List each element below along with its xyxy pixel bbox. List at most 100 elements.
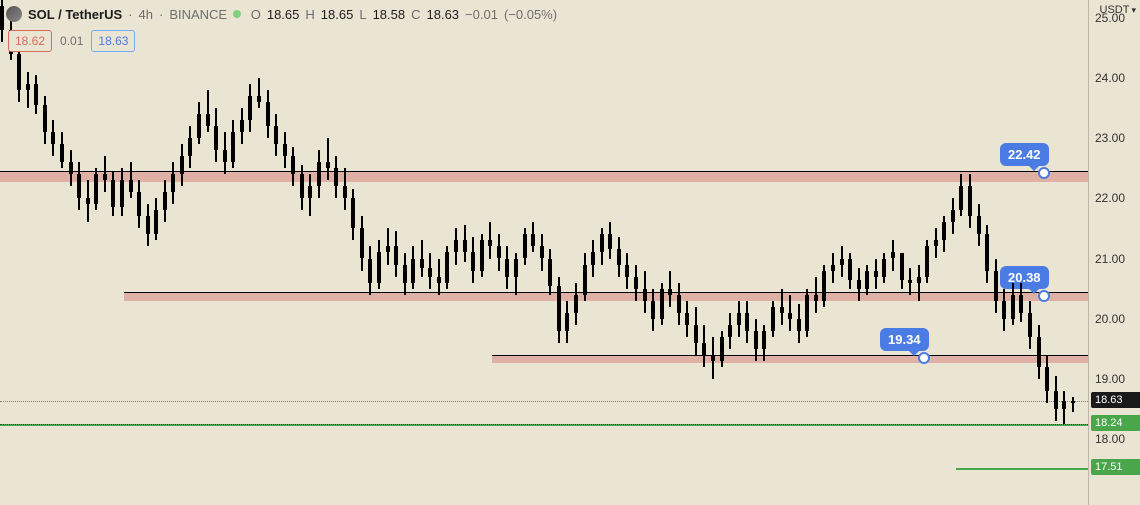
live-dot-icon <box>233 10 241 18</box>
candle <box>455 228 457 264</box>
candle <box>524 228 526 264</box>
candle <box>789 295 791 331</box>
chart-header: SOL / TetherUS · 4h · BINANCE O18.65 H18… <box>6 6 557 22</box>
candle <box>952 198 954 234</box>
candle <box>309 174 311 216</box>
candle <box>498 234 500 270</box>
candle <box>584 253 586 301</box>
candle <box>481 234 483 276</box>
ytick: 21.00 <box>1095 252 1125 266</box>
price-dotline <box>0 401 1088 402</box>
candle <box>875 259 877 289</box>
spread: 0.01 <box>60 34 83 48</box>
ytick: 24.00 <box>1095 71 1125 85</box>
candle <box>378 240 380 288</box>
candle <box>87 180 89 222</box>
candle <box>395 231 397 276</box>
candle <box>635 265 637 301</box>
candle <box>746 301 748 343</box>
candle <box>284 132 286 168</box>
price-callout[interactable]: 22.42 <box>1000 143 1049 166</box>
chart-area[interactable]: 22.42 20.38 19.34 <box>0 0 1088 505</box>
candle <box>1038 325 1040 379</box>
candle <box>446 246 448 288</box>
candle <box>515 253 517 295</box>
candle <box>969 174 971 228</box>
candle <box>472 237 474 282</box>
candle <box>301 165 303 210</box>
candle <box>532 222 534 252</box>
candle <box>960 174 962 216</box>
candle <box>224 132 226 174</box>
candle <box>198 102 200 144</box>
callout-value: 22.42 <box>1000 143 1049 166</box>
axis-price-label: 18.24 <box>1091 415 1140 431</box>
pair-icon <box>6 6 22 22</box>
candle <box>926 240 928 282</box>
candle <box>935 228 937 258</box>
candle <box>172 162 174 204</box>
pair-name[interactable]: SOL / TetherUS <box>28 7 122 22</box>
candle <box>669 271 671 307</box>
candle <box>678 283 680 325</box>
candle <box>189 126 191 168</box>
support-line[interactable] <box>956 468 1088 470</box>
candle <box>703 325 705 367</box>
candle <box>609 222 611 258</box>
zone-line <box>124 292 1088 293</box>
candle <box>44 96 46 144</box>
chevron-down-icon: ▾ <box>1131 5 1136 16</box>
interval-label[interactable]: 4h <box>139 7 153 22</box>
candle <box>335 156 337 198</box>
axis-price-label: 17.51 <box>1091 459 1140 475</box>
candle <box>772 301 774 337</box>
zone-line <box>492 355 1088 356</box>
candle <box>121 168 123 216</box>
ytick: 19.00 <box>1095 372 1125 386</box>
candle <box>215 108 217 162</box>
change-abs: −0.01 <box>465 7 498 22</box>
bid-ask-row: 18.62 0.01 18.63 <box>8 30 135 52</box>
candle <box>1029 301 1031 349</box>
candle <box>1012 283 1014 325</box>
exchange-label[interactable]: BINANCE <box>169 7 227 22</box>
candle <box>841 246 843 276</box>
candle <box>18 45 20 102</box>
change-pct: (−0.05%) <box>504 7 557 22</box>
candle <box>883 253 885 283</box>
candle <box>721 331 723 367</box>
price-callout[interactable]: 19.34 <box>880 328 929 351</box>
candle <box>130 162 132 198</box>
candle <box>695 307 697 355</box>
candle <box>909 268 911 295</box>
candle <box>1020 283 1022 322</box>
candle <box>1055 376 1057 421</box>
candle <box>275 114 277 156</box>
candle <box>866 265 868 295</box>
candle <box>249 84 251 132</box>
candle <box>506 246 508 288</box>
candle <box>155 198 157 240</box>
candle <box>232 120 234 168</box>
candle <box>592 240 594 276</box>
candle <box>1046 355 1048 403</box>
candle <box>35 75 37 114</box>
candle <box>601 228 603 264</box>
candle <box>387 228 389 264</box>
bid-price[interactable]: 18.62 <box>8 30 52 52</box>
price-callout[interactable]: 20.38 <box>1000 266 1049 289</box>
candle <box>712 337 714 379</box>
candle <box>541 234 543 270</box>
ohlc-high: 18.65 <box>321 7 354 22</box>
candle <box>52 120 54 156</box>
candle <box>78 162 80 210</box>
candle <box>344 168 346 210</box>
candle <box>429 253 431 289</box>
resistance-zone[interactable] <box>124 292 1088 300</box>
candle <box>27 72 29 108</box>
candle <box>943 216 945 252</box>
unit-selector[interactable]: USDT ▾ <box>1100 4 1136 16</box>
resistance-zone[interactable] <box>492 355 1088 363</box>
candle <box>1 0 3 42</box>
ask-price[interactable]: 18.63 <box>91 30 135 52</box>
